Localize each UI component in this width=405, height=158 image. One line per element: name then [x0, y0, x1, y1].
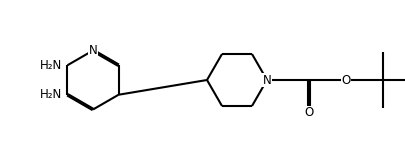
Text: O: O: [341, 73, 351, 86]
Text: H₂N: H₂N: [40, 59, 62, 72]
Text: N: N: [89, 44, 97, 57]
Text: N: N: [262, 73, 271, 86]
Text: H₂N: H₂N: [40, 88, 62, 101]
Text: O: O: [305, 106, 313, 119]
